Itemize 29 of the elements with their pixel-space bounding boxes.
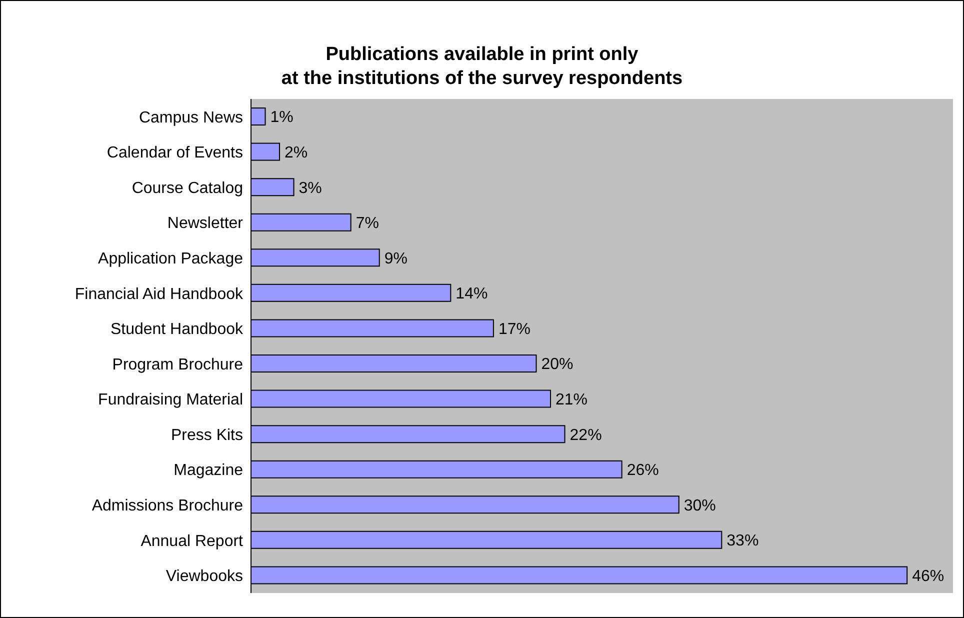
y-tick-label: Application Package bbox=[98, 250, 244, 268]
data-label: 20% bbox=[541, 356, 574, 374]
y-tick-label: Annual Report bbox=[140, 532, 244, 550]
data-label: 22% bbox=[570, 426, 602, 444]
data-label: 3% bbox=[298, 180, 322, 197]
chart-title: Publications available in print only at the institutions of the survey respondents bbox=[280, 43, 684, 91]
data-label: 33% bbox=[726, 532, 759, 550]
data-label: 17% bbox=[498, 320, 530, 338]
y-tick-label: Program Brochure bbox=[112, 356, 244, 374]
y-tick-label: Fundraising Material bbox=[98, 392, 243, 409]
data-label: 26% bbox=[626, 462, 659, 480]
data-label: 30% bbox=[684, 497, 716, 514]
y-tick-label: Press Kits bbox=[170, 426, 243, 444]
data-label: 46% bbox=[912, 568, 944, 585]
y-tick-label: Magazine bbox=[174, 462, 244, 480]
y-tick-label: Viewbooks bbox=[166, 568, 243, 586]
y-tick-label: Course Catalog bbox=[132, 180, 243, 197]
data-label: 7% bbox=[356, 215, 379, 232]
y-tick-label: Student Handbook bbox=[110, 321, 244, 338]
y-tick-label: Campus News bbox=[138, 109, 243, 126]
data-label: 2% bbox=[284, 144, 308, 162]
y-tick-label: Admissions Brochure bbox=[92, 497, 244, 514]
data-label: 9% bbox=[384, 250, 408, 268]
y-tick-label: Financial Aid Handbook bbox=[74, 286, 244, 303]
data-label: 21% bbox=[556, 391, 588, 408]
data-label: 1% bbox=[270, 109, 294, 126]
y-tick-label: Calendar of Events bbox=[106, 144, 243, 162]
data-label: 14% bbox=[456, 286, 488, 303]
y-tick-label: Newsletter bbox=[167, 215, 244, 232]
